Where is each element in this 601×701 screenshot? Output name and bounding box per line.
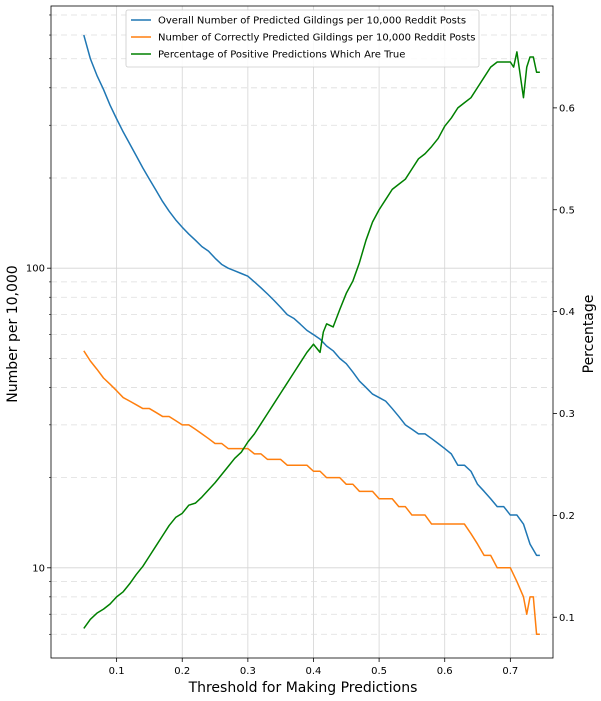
grid [51, 6, 553, 658]
x-tick-label: 0.3 [240, 666, 256, 677]
x-tick-label: 0.7 [502, 666, 518, 677]
series-lines [83, 34, 540, 636]
legend: Overall Number of Predicted Gildings per… [125, 9, 480, 68]
series-line-3 [83, 51, 540, 629]
y2-tick-label: 0.2 [559, 511, 575, 522]
y2-axis-label: Percentage [581, 295, 597, 374]
y2-tick-label: 0.4 [559, 307, 575, 318]
x-tick-label: 0.1 [109, 666, 125, 677]
x-tick-label: 0.2 [174, 666, 190, 677]
legend-label-2: Number of Correctly Predicted Gildings p… [158, 33, 476, 44]
legend-box [125, 9, 480, 68]
y-tick-label: 10 [32, 563, 45, 574]
legend-label-3: Percentage of Positive Predictions Which… [158, 50, 405, 61]
series-line-2 [83, 350, 540, 636]
y2-tick-label: 0.5 [559, 205, 575, 216]
legend-label-1: Overall Number of Predicted Gildings per… [158, 16, 466, 27]
x-tick-label: 0.5 [371, 666, 387, 677]
x-tick-label: 0.6 [437, 666, 453, 677]
y2-tick-label: 0.3 [559, 409, 575, 420]
plot-frame [50, 5, 554, 659]
series-line-1 [83, 34, 540, 557]
x-tick-label: 0.4 [306, 666, 322, 677]
y-tick-label: 100 [26, 264, 45, 275]
y2-tick-label: 0.6 [559, 103, 575, 114]
y2-tick-label: 0.1 [559, 613, 575, 624]
y-axis-label: Number per 10,000 [5, 265, 21, 402]
x-axis-label: Threshold for Making Predictions [188, 680, 418, 696]
axes: 0.1 0.2 0.3 0.4 0.5 0.6 0.7 10 100 0.1 0.2 0.3 0.4 0.… [26, 5, 575, 677]
